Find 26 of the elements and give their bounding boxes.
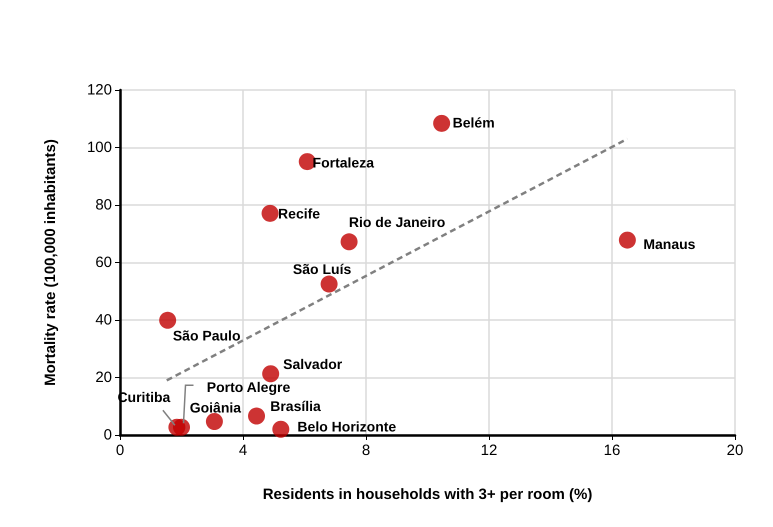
x-tick-label: 8 [362,442,370,459]
annotation: Salvador [283,356,343,372]
y-tick-label: 0 [104,426,112,444]
annotation: Manaus [643,236,696,252]
annotation: Rio de Janeiro [348,214,446,230]
y-tick-label: 80 [95,196,112,214]
y-tick-label: 40 [95,312,112,328]
x-tick-label: 4 [238,442,248,459]
annotation: São Luís [292,261,352,278]
x-tick-label: 20 [726,442,744,459]
x-tick-label: 16 [604,442,620,459]
x-axis-title: Residents in households with 3+ per room (%) [262,486,592,503]
y-tick-label: 120 [86,82,112,98]
annotation: Belém [452,114,495,130]
x-tick-label: 12 [480,442,498,459]
y-tick-label: 100 [86,139,112,156]
annotation: Goiânia [190,399,242,416]
y-tick-label: 60 [95,254,112,271]
annotation: Porto Alegre [206,379,290,396]
annotation: Recife [278,205,320,222]
annotation: Belo Horizonte [297,418,396,434]
x-tick-label: 0 [116,442,124,459]
y-axis-title: Mortality rate (100,000 inhabitants) [42,139,59,386]
y-tick-label: 20 [95,369,112,386]
annotation: São Paulo [172,327,241,344]
annotation: Brasília [270,398,322,414]
